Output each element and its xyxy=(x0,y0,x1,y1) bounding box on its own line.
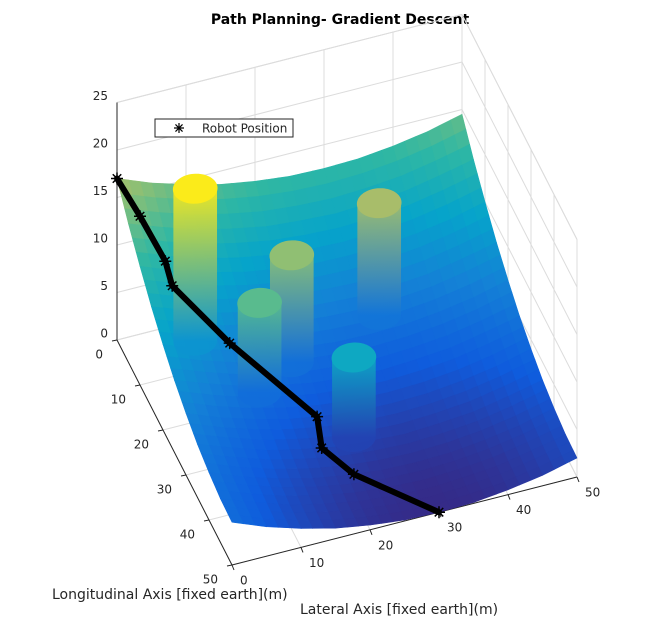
tick-mark xyxy=(300,547,304,553)
path-marker xyxy=(433,506,445,519)
tick-mark xyxy=(203,519,210,522)
z-tick-label: 0 xyxy=(100,327,108,341)
grid-line xyxy=(461,61,578,288)
y-tick-label: 50 xyxy=(203,573,218,587)
tick-mark xyxy=(111,339,118,342)
path-marker xyxy=(311,410,324,423)
obstacle-top xyxy=(237,287,282,318)
chart-title: Path Planning- Gradient Descent xyxy=(211,12,470,28)
z-tick-label: 25 xyxy=(93,89,108,103)
obstacle-side xyxy=(357,188,402,330)
z-tick-label: 15 xyxy=(93,184,108,198)
path-marker xyxy=(159,255,172,268)
surface-facet xyxy=(227,514,245,525)
y-tick-label: 10 xyxy=(111,393,126,407)
legend-label: Robot Position xyxy=(202,122,287,136)
x-axis-label: Lateral Axis [fixed earth](m) xyxy=(300,602,498,618)
tick-mark xyxy=(180,474,187,477)
tick-mark xyxy=(369,529,373,535)
obstacle-top xyxy=(356,188,402,219)
y-tick-label: 20 xyxy=(134,438,149,452)
y-tick-label: 40 xyxy=(180,528,195,542)
path-marker xyxy=(166,279,179,292)
obstacle-top xyxy=(172,173,218,204)
axis-line xyxy=(116,339,233,566)
box-edge xyxy=(116,14,463,103)
grid-line xyxy=(116,109,463,198)
tick-mark xyxy=(157,429,164,432)
path-marker xyxy=(134,210,146,223)
path-marker xyxy=(111,172,123,185)
path-marker xyxy=(223,337,236,350)
x-tick-label: 50 xyxy=(585,486,600,500)
axis-line xyxy=(231,476,578,566)
x-tick-label: 20 xyxy=(378,538,393,552)
legend-marker xyxy=(174,123,184,133)
x-tick-label: 10 xyxy=(309,556,324,570)
grid-line xyxy=(461,109,578,335)
tick-mark xyxy=(576,476,580,483)
legend-box xyxy=(154,118,294,138)
tick-mark xyxy=(507,494,511,500)
obstacle-top xyxy=(269,240,315,271)
y-axis-label: Longitudinal Axis [fixed earth](m) xyxy=(52,587,288,603)
tick-mark xyxy=(231,564,235,571)
x-tick-label: 0 xyxy=(240,574,248,588)
z-tick-label: 5 xyxy=(100,279,108,293)
obstacle-top xyxy=(331,342,377,373)
z-tick-label: 10 xyxy=(93,232,108,246)
tick-mark xyxy=(226,564,233,567)
x-tick-label: 30 xyxy=(447,521,462,535)
path-marker xyxy=(347,468,360,481)
x-tick-label: 40 xyxy=(516,503,531,517)
tick-mark xyxy=(134,384,141,387)
z-tick-label: 20 xyxy=(93,137,108,151)
obstacle-side xyxy=(173,174,218,356)
box-edge xyxy=(461,14,578,240)
path-marker xyxy=(315,441,328,454)
y-tick-label: 0 xyxy=(95,348,103,362)
y-tick-label: 30 xyxy=(157,483,172,497)
